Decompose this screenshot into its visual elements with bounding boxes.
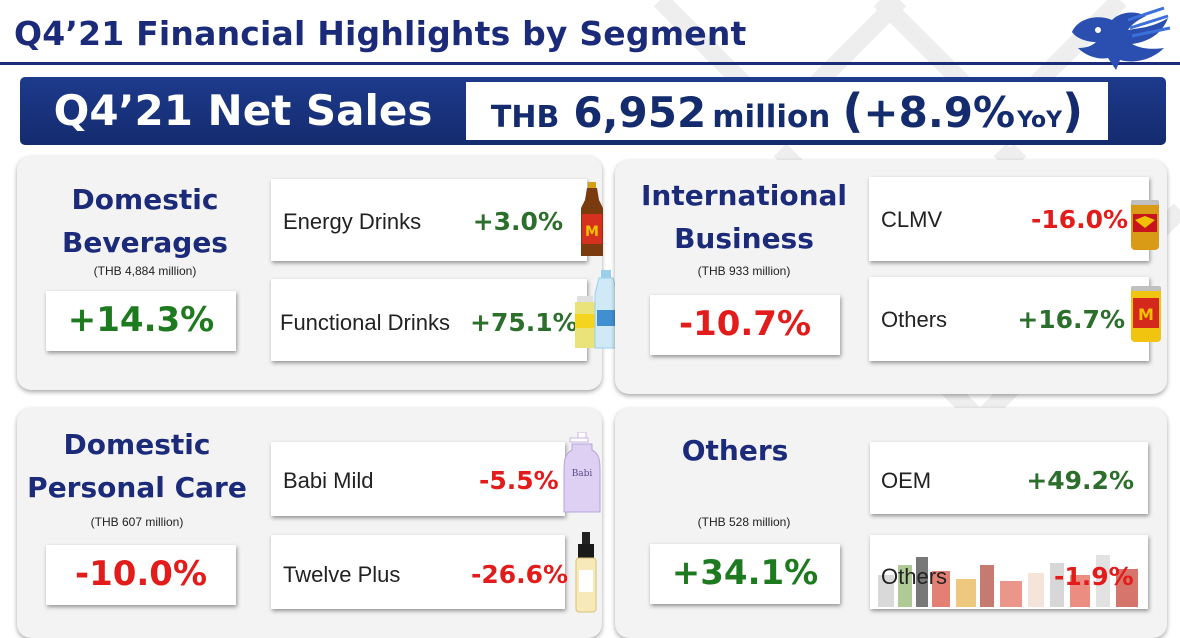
svg-text:M: M bbox=[585, 224, 599, 240]
panel-international-business: International Business (THB 933 million)… bbox=[615, 160, 1167, 394]
item-card-babi-mild: Babi Mild -5.5% bbox=[271, 442, 565, 516]
title-underline bbox=[0, 62, 1180, 65]
segment-name: International Business bbox=[615, 174, 873, 260]
segment-growth: -10.7% bbox=[678, 304, 812, 344]
segment-growth-card: +14.3% bbox=[46, 291, 236, 351]
svg-text:Babi: Babi bbox=[572, 469, 593, 479]
segment-sales: (THB 933 million) bbox=[697, 264, 791, 278]
babi-mild-bottle-icon: Babi bbox=[563, 432, 601, 513]
item-name: Functional Drinks bbox=[280, 310, 450, 335]
panel-others: Others (THB 528 million) +34.1% OEM +49.… bbox=[615, 408, 1167, 638]
item-name: Others bbox=[881, 307, 948, 332]
item-name: CLMV bbox=[881, 207, 943, 232]
net-sales-label: Q4’21 Net Sales bbox=[53, 86, 433, 135]
item-card-others-misc: Others -1.9% bbox=[870, 535, 1148, 609]
open-paren: ( bbox=[842, 84, 864, 138]
item-value: -1.9% bbox=[1054, 562, 1134, 591]
product-assortment-image bbox=[878, 555, 1138, 607]
item-card-international-others: Others +16.7% bbox=[869, 277, 1149, 361]
item-value: +3.0% bbox=[472, 207, 563, 236]
item-card-oem: OEM +49.2% bbox=[870, 442, 1148, 514]
close-paren: ) bbox=[1062, 84, 1084, 138]
segment-name-line1: Domestic bbox=[71, 183, 219, 216]
segment-growth-card: -10.0% bbox=[46, 545, 236, 605]
net-sales-change: +8.9% bbox=[863, 88, 1016, 137]
segment-growth-card: -10.7% bbox=[650, 295, 840, 355]
net-sales-banner: Q4’21 Net Sales THB 6,952 million ( +8.9… bbox=[20, 77, 1166, 145]
net-sales-value-box: THB 6,952 million ( +8.9% YoY ) bbox=[466, 82, 1108, 140]
functional-drink-bottles-icon bbox=[575, 270, 618, 349]
item-value: -5.5% bbox=[479, 466, 559, 495]
segment-name-line2: Beverages bbox=[62, 226, 228, 259]
item-card-twelve-plus: Twelve Plus -26.6% bbox=[271, 535, 569, 609]
segment-name: Domestic Beverages bbox=[25, 178, 265, 264]
item-value: -16.0% bbox=[1031, 205, 1129, 234]
svg-text:M: M bbox=[1138, 305, 1154, 324]
item-name: Energy Drinks bbox=[283, 209, 422, 234]
panel-domestic-personal-care: Domestic Personal Care (THB 607 million)… bbox=[17, 408, 602, 638]
item-card-clmv: CLMV -16.0% bbox=[869, 177, 1149, 261]
segment-name: Others bbox=[681, 434, 789, 467]
page-title: Q4’21 Financial Highlights by Segment bbox=[14, 14, 747, 53]
segment-growth: -10.0% bbox=[74, 554, 208, 594]
item-card-energy-drinks: Energy Drinks +3.0% bbox=[271, 179, 587, 261]
segment-growth-card: +34.1% bbox=[650, 544, 840, 604]
panel-domestic-beverages: Domestic Beverages (THB 4,884 million) +… bbox=[17, 156, 618, 390]
segment-sales: (THB 528 million) bbox=[697, 515, 791, 529]
energy-drink-can-icon bbox=[1131, 200, 1159, 250]
segment-name-line1: Domestic bbox=[63, 428, 211, 461]
twelve-plus-bottle-icon bbox=[575, 532, 597, 613]
net-sales-currency: THB bbox=[490, 100, 560, 135]
segment-name-line2: Personal Care bbox=[27, 471, 247, 504]
item-card-functional-drinks: Functional Drinks +75.1% bbox=[271, 279, 587, 361]
segment-name-line1: International bbox=[640, 179, 847, 212]
item-value: +75.1% bbox=[470, 308, 578, 337]
yoy-suffix: YoY bbox=[1017, 108, 1063, 133]
segment-name: Domestic Personal Care bbox=[17, 423, 257, 509]
segment-sales: (THB 607 million) bbox=[90, 515, 184, 529]
segment-sales: (THB 4,884 million) bbox=[93, 264, 197, 278]
segment-growth: +34.1% bbox=[671, 553, 819, 593]
item-name: OEM bbox=[881, 468, 932, 493]
item-name: Others bbox=[881, 564, 948, 589]
item-value: -26.6% bbox=[471, 560, 569, 589]
segment-name-line2: Business bbox=[674, 222, 814, 255]
item-value: +16.7% bbox=[1017, 305, 1125, 334]
energy-drink-bottle-icon: M bbox=[581, 182, 603, 256]
m150-can-icon: M bbox=[1131, 286, 1161, 342]
item-value: +49.2% bbox=[1026, 466, 1134, 495]
item-name: Babi Mild bbox=[283, 468, 374, 493]
net-sales-unit: million bbox=[712, 99, 831, 135]
net-sales-amount: 6,952 bbox=[573, 88, 707, 137]
company-logo-icon bbox=[1072, 6, 1171, 70]
item-name: Twelve Plus bbox=[283, 562, 401, 587]
segment-growth: +14.3% bbox=[67, 300, 215, 340]
